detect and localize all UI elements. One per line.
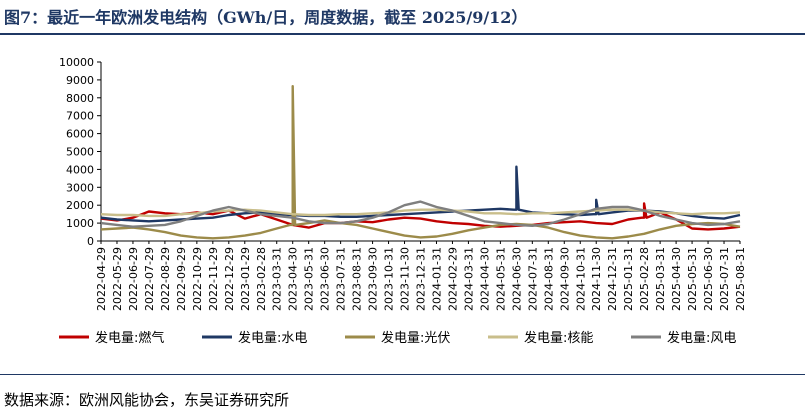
x-tick-label: 2024-10-31 — [574, 247, 587, 311]
x-tick-label: 2024-06-30 — [510, 247, 523, 311]
x-tick-label: 2022-12-29 — [223, 247, 236, 311]
x-tick-label: 2025-04-30 — [670, 247, 683, 311]
x-tick-label: 2023-04-30 — [287, 247, 300, 311]
x-tick-label: 2023-02-28 — [255, 247, 268, 311]
x-axis: 2022-04-29 2022-05-29 2022-06-29 2022-07-29… — [95, 240, 747, 311]
y-tick-label: 0 — [87, 235, 94, 248]
x-tick-label: 2023-07-31 — [335, 247, 348, 311]
y-tick-label: 3000 — [66, 181, 94, 194]
series-line-2 — [100, 85, 741, 240]
x-tick-label: 2022-08-29 — [159, 247, 172, 311]
x-tick-label: 2023-09-30 — [367, 247, 380, 311]
x-tick-label: 2023-06-30 — [319, 247, 332, 311]
y-tick-label: 4000 — [66, 163, 94, 176]
x-tick-label: 2025-08-31 — [734, 247, 747, 311]
y-tick-label: 2000 — [66, 199, 94, 212]
x-tick-label: 2023-05-31 — [303, 247, 316, 311]
x-tick-label: 2024-03-31 — [462, 247, 475, 311]
x-tick-label: 2023-01-29 — [239, 247, 252, 311]
x-tick-label: 2022-06-29 — [127, 247, 140, 311]
series-line-0 — [100, 202, 741, 231]
series-lines — [100, 85, 741, 240]
title-rule — [0, 33, 805, 35]
y-tick-label: 9000 — [66, 74, 94, 87]
x-tick-label: 2022-10-29 — [191, 247, 204, 311]
x-tick-label: 2022-07-29 — [143, 247, 156, 311]
line-chart: 0 1000 2000 3000 4000 5000 6000 7000 8000 9000 100… — [59, 56, 747, 346]
x-tick-label: 2024-04-30 — [478, 247, 491, 311]
series-line-4 — [100, 200, 741, 228]
source-rule — [0, 374, 805, 375]
y-tick-label: 5000 — [66, 146, 94, 159]
chart-title: 图7：最近一年欧洲发电结构（GWh/日，周度数据，截至 2025/9/12） — [4, 8, 528, 27]
x-tick-label: 2022-05-29 — [111, 247, 124, 311]
x-tick-label: 2024-07-31 — [526, 247, 539, 311]
y-tick-label: 10000 — [59, 56, 94, 69]
x-tick-label: 2023-12-31 — [415, 247, 428, 311]
x-tick-label: 2024-02-29 — [446, 247, 459, 311]
y-tick-label: 7000 — [66, 110, 94, 123]
data-source-note: 数据来源：欧洲风能协会，东吴证券研究所 — [4, 391, 290, 409]
x-tick-label: 2024-08-31 — [542, 247, 555, 311]
legend-label-2: 发电量:光伏 — [381, 330, 450, 346]
y-tick-label: 1000 — [66, 217, 94, 230]
x-tick-label: 2022-04-29 — [95, 247, 108, 311]
x-tick-label: 2025-02-28 — [638, 247, 651, 311]
y-axis: 0 1000 2000 3000 4000 5000 6000 7000 8000 9000 100… — [59, 56, 102, 248]
x-tick-label: 2025-01-31 — [622, 247, 635, 311]
x-tick-label: 2023-03-31 — [271, 247, 284, 311]
x-tick-label: 2023-10-31 — [383, 247, 396, 311]
x-tick-label: 2023-08-31 — [351, 247, 364, 311]
x-tick-label: 2025-06-30 — [702, 247, 715, 311]
legend: 发电量:燃气 发电量:水电 发电量:光伏 发电量:核能 发电量:风电 — [59, 330, 736, 346]
legend-label-0: 发电量:燃气 — [95, 330, 164, 346]
legend-label-3: 发电量:核能 — [524, 330, 593, 346]
x-tick-label: 2025-07-31 — [718, 247, 731, 311]
x-tick-label: 2022-09-29 — [175, 247, 188, 311]
x-tick-label: 2023-11-30 — [399, 247, 412, 311]
x-tick-label: 2022-11-29 — [207, 247, 220, 311]
x-tick-label: 2024-12-31 — [606, 247, 619, 311]
x-tick-label: 2024-09-30 — [558, 247, 571, 311]
legend-label-1: 发电量:水电 — [238, 330, 307, 346]
x-tick-label: 2024-11-30 — [590, 247, 603, 311]
y-tick-label: 6000 — [66, 128, 94, 141]
x-tick-label: 2025-05-31 — [686, 247, 699, 311]
legend-label-4: 发电量:风电 — [667, 330, 736, 346]
x-tick-label: 2024-05-31 — [494, 247, 507, 311]
x-tick-label: 2024-01-31 — [430, 247, 443, 311]
y-tick-label: 8000 — [66, 92, 94, 105]
x-tick-label: 2025-03-31 — [654, 247, 667, 311]
